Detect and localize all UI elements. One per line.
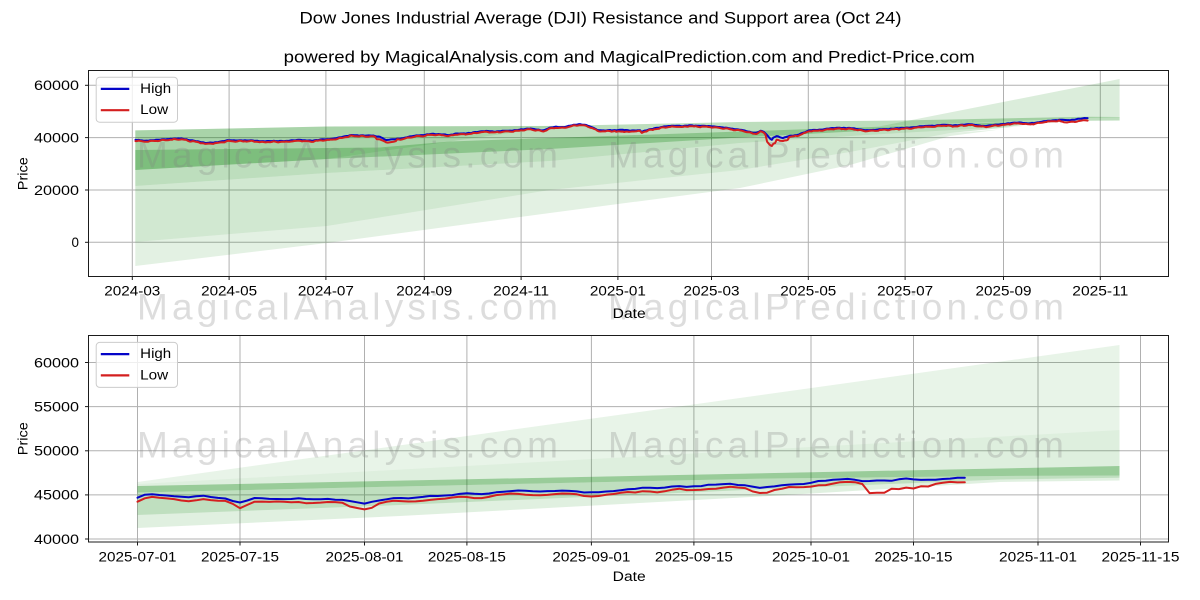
svg-text:High: High: [140, 346, 171, 361]
svg-text:2024-05: 2024-05: [201, 284, 257, 299]
svg-text:60000: 60000: [34, 355, 79, 370]
svg-text:50000: 50000: [34, 444, 79, 459]
svg-text:20000: 20000: [34, 183, 79, 198]
svg-text:2025-09: 2025-09: [976, 284, 1032, 299]
svg-text:2025-11: 2025-11: [1072, 284, 1128, 299]
svg-text:2025-01: 2025-01: [590, 284, 646, 299]
svg-text:40000: 40000: [34, 532, 79, 547]
svg-text:MagicalAnalysis.com: MagicalAnalysis.com: [137, 287, 558, 328]
svg-text:2025-05: 2025-05: [780, 284, 836, 299]
svg-text:2025-08-15: 2025-08-15: [428, 550, 506, 565]
svg-text:2024-03: 2024-03: [104, 284, 160, 299]
svg-text:2025-09-01: 2025-09-01: [552, 550, 630, 565]
svg-text:2025-10-01: 2025-10-01: [772, 550, 850, 565]
svg-text:MagicalPrediction.com: MagicalPrediction.com: [608, 287, 1064, 328]
svg-text:Dow Jones Industrial Average (: Dow Jones Industrial Average (DJI) Resis…: [300, 10, 902, 28]
svg-text:2024-09: 2024-09: [396, 284, 452, 299]
svg-text:2025-07-15: 2025-07-15: [201, 550, 279, 565]
svg-text:55000: 55000: [34, 399, 79, 414]
svg-text:MagicalPrediction.com: MagicalPrediction.com: [608, 425, 1064, 466]
svg-text:Low: Low: [140, 367, 168, 382]
svg-text:2025-09-15: 2025-09-15: [655, 550, 733, 565]
svg-text:60000: 60000: [34, 78, 79, 93]
svg-text:2025-03: 2025-03: [684, 284, 740, 299]
svg-text:powered by MagicalAnalysis.com: powered by MagicalAnalysis.com and Magic…: [284, 49, 975, 67]
svg-text:Date: Date: [613, 306, 646, 321]
svg-text:2025-08-01: 2025-08-01: [326, 550, 404, 565]
svg-text:45000: 45000: [34, 488, 79, 503]
svg-text:2024-11: 2024-11: [493, 284, 549, 299]
svg-text:2024-07: 2024-07: [298, 284, 354, 299]
svg-text:2025-07-01: 2025-07-01: [99, 550, 177, 565]
svg-text:MagicalAnalysis.com: MagicalAnalysis.com: [137, 135, 558, 176]
svg-text:2025-07: 2025-07: [877, 284, 933, 299]
svg-text:MagicalAnalysis.com: MagicalAnalysis.com: [137, 425, 558, 466]
svg-text:40000: 40000: [34, 130, 79, 145]
svg-text:MagicalPrediction.com: MagicalPrediction.com: [608, 135, 1064, 176]
svg-text:0: 0: [72, 235, 79, 250]
svg-text:High: High: [140, 81, 171, 96]
svg-text:Date: Date: [613, 569, 646, 584]
svg-text:Low: Low: [140, 102, 168, 117]
svg-text:2025-10-15: 2025-10-15: [875, 550, 953, 565]
svg-text:Price: Price: [16, 157, 31, 190]
svg-text:Price: Price: [16, 422, 31, 455]
svg-text:2025-11-15: 2025-11-15: [1102, 550, 1180, 565]
svg-text:2025-11-01: 2025-11-01: [999, 550, 1077, 565]
